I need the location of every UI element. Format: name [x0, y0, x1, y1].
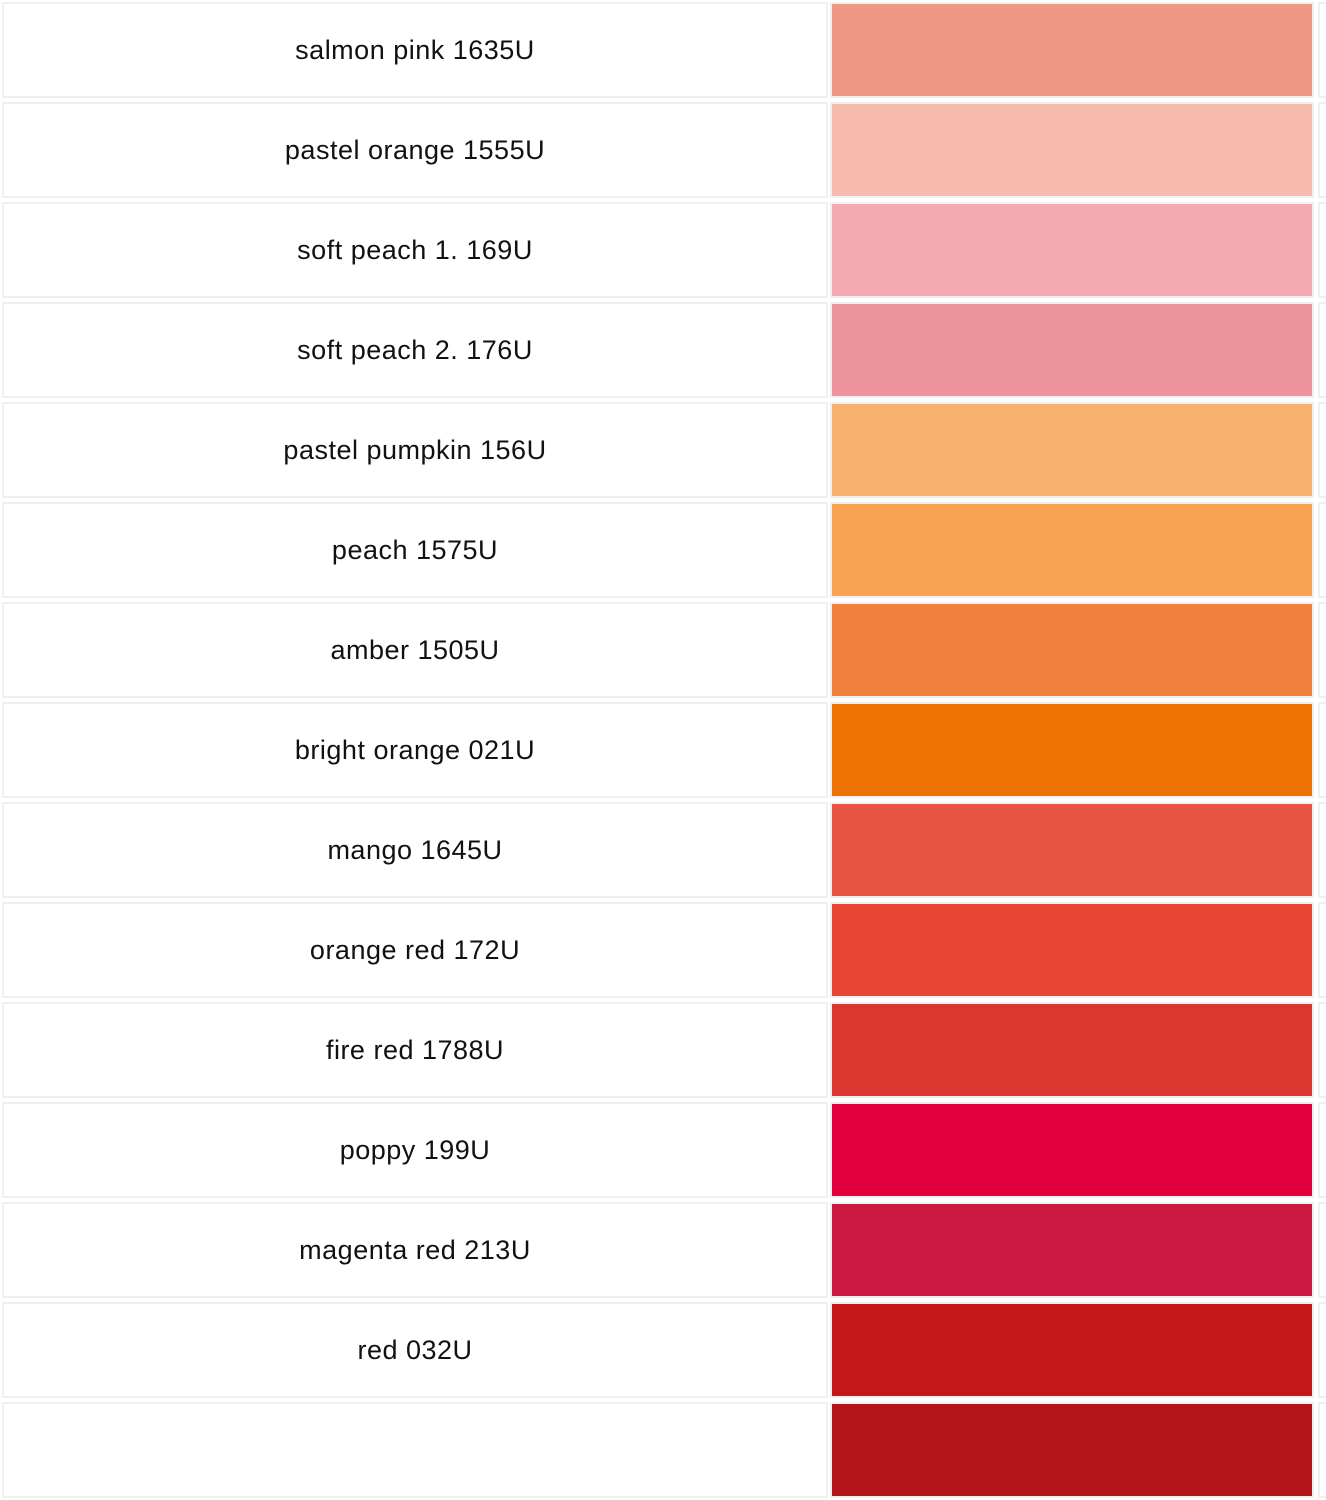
color-swatch	[830, 1102, 1314, 1198]
color-swatch	[830, 802, 1314, 898]
color-swatch	[830, 1302, 1314, 1398]
color-name: red 032U	[2, 1302, 828, 1398]
color-name	[2, 1402, 828, 1498]
color-name: peach 1575U	[2, 502, 828, 598]
color-row: fire red 1788U	[0, 1000, 1326, 1100]
next-column-cell	[1318, 1202, 1326, 1298]
color-name: fire red 1788U	[2, 1002, 828, 1098]
color-row: orange red 172U	[0, 900, 1326, 1000]
next-column-cell	[1318, 1402, 1326, 1498]
color-swatch	[830, 902, 1314, 998]
color-name: poppy 199U	[2, 1102, 828, 1198]
next-column-cell	[1318, 802, 1326, 898]
color-row: amber 1505U	[0, 600, 1326, 700]
color-name: soft peach 2. 176U	[2, 302, 828, 398]
color-row: soft peach 1. 169U	[0, 200, 1326, 300]
next-column-cell	[1318, 1102, 1326, 1198]
color-row: pastel pumpkin 156U	[0, 400, 1326, 500]
color-swatch	[830, 302, 1314, 398]
color-swatch	[830, 202, 1314, 298]
color-swatch	[830, 102, 1314, 198]
next-column-cell	[1318, 402, 1326, 498]
color-name: magenta red 213U	[2, 1202, 828, 1298]
color-swatch	[830, 402, 1314, 498]
next-column-cell	[1318, 1302, 1326, 1398]
next-column-cell	[1318, 2, 1326, 98]
next-column-cell	[1318, 702, 1326, 798]
next-column-cell	[1318, 602, 1326, 698]
color-name: salmon pink 1635U	[2, 2, 828, 98]
next-column-cell	[1318, 302, 1326, 398]
color-row: pastel orange 1555U	[0, 100, 1326, 200]
color-name: mango 1645U	[2, 802, 828, 898]
color-row: bright orange 021U	[0, 700, 1326, 800]
color-swatch	[830, 502, 1314, 598]
color-name: pastel pumpkin 156U	[2, 402, 828, 498]
next-column-cell	[1318, 502, 1326, 598]
next-column-cell	[1318, 902, 1326, 998]
color-row	[0, 1400, 1326, 1500]
color-swatch	[830, 1002, 1314, 1098]
color-swatch	[830, 702, 1314, 798]
color-name: soft peach 1. 169U	[2, 202, 828, 298]
next-column-cell	[1318, 102, 1326, 198]
color-swatch	[830, 1202, 1314, 1298]
color-row: peach 1575U	[0, 500, 1326, 600]
color-row: mango 1645U	[0, 800, 1326, 900]
color-row: salmon pink 1635U	[0, 0, 1326, 100]
next-column-cell	[1318, 1002, 1326, 1098]
color-row: red 032U	[0, 1300, 1326, 1400]
color-name: pastel orange 1555U	[2, 102, 828, 198]
color-swatch	[830, 2, 1314, 98]
color-swatch	[830, 602, 1314, 698]
color-row: soft peach 2. 176U	[0, 300, 1326, 400]
color-row: poppy 199U	[0, 1100, 1326, 1200]
next-column-cell	[1318, 202, 1326, 298]
color-name: orange red 172U	[2, 902, 828, 998]
color-row: magenta red 213U	[0, 1200, 1326, 1300]
color-name: amber 1505U	[2, 602, 828, 698]
color-name: bright orange 021U	[2, 702, 828, 798]
color-swatch	[830, 1402, 1314, 1498]
